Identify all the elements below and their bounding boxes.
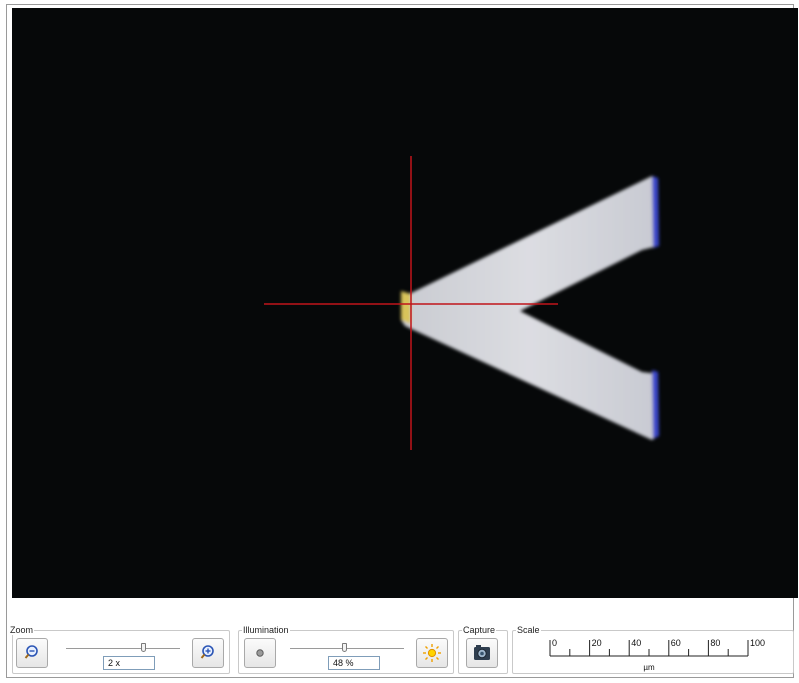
illumination-slider-thumb[interactable] bbox=[342, 643, 347, 652]
scale-bar: µm 0 20 40 60 80 100 bbox=[516, 630, 792, 674]
illumination-value-field[interactable]: 48 % bbox=[328, 656, 380, 670]
magnifier-minus-icon bbox=[24, 645, 38, 659]
scale-unit: µm bbox=[643, 663, 655, 672]
illumination-bright-button[interactable] bbox=[416, 638, 448, 668]
scale-tick-label: 60 bbox=[671, 638, 681, 648]
zoom-slider-thumb[interactable] bbox=[141, 643, 146, 652]
scale-tick-label: 0 bbox=[552, 638, 557, 648]
scale-tick-label: 80 bbox=[710, 638, 720, 648]
scale-tick-label: 40 bbox=[631, 638, 641, 648]
zoom-slider-track[interactable] bbox=[66, 648, 180, 649]
scale-group bbox=[512, 630, 794, 674]
camera-image bbox=[264, 156, 659, 450]
camera-view[interactable] bbox=[12, 8, 798, 598]
illumination-slider-track[interactable] bbox=[290, 648, 404, 649]
zoom-title: Zoom bbox=[9, 625, 35, 635]
light-off-icon bbox=[256, 649, 264, 657]
zoom-in-button[interactable] bbox=[192, 638, 224, 668]
magnifier-plus-icon bbox=[200, 645, 214, 659]
illumination-dim-button[interactable] bbox=[244, 638, 276, 668]
camera-icon bbox=[474, 645, 490, 660]
scale-ruler: µm 0 20 40 60 80 100 bbox=[549, 638, 765, 672]
zoom-out-button[interactable] bbox=[16, 638, 48, 668]
scale-tick-label: 100 bbox=[750, 638, 765, 648]
crosshair bbox=[264, 156, 558, 450]
sun-icon bbox=[423, 644, 441, 662]
scale-title: Scale bbox=[516, 625, 541, 635]
scale-tick-label: 20 bbox=[592, 638, 602, 648]
zoom-value-field[interactable]: 2 x bbox=[103, 656, 155, 670]
cantilever-sample bbox=[401, 176, 659, 440]
capture-title: Capture bbox=[462, 625, 497, 635]
capture-button[interactable] bbox=[466, 638, 498, 668]
illumination-title: Illumination bbox=[242, 625, 290, 635]
